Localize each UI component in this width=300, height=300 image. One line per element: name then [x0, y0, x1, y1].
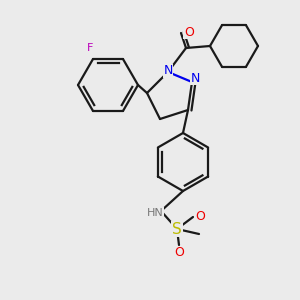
Text: O: O [184, 26, 194, 38]
Text: N: N [190, 71, 200, 85]
Text: N: N [163, 64, 173, 77]
Text: F: F [87, 43, 93, 53]
Text: HN: HN [147, 208, 164, 218]
Text: O: O [195, 209, 205, 223]
Text: S: S [172, 221, 182, 236]
Text: O: O [174, 247, 184, 260]
